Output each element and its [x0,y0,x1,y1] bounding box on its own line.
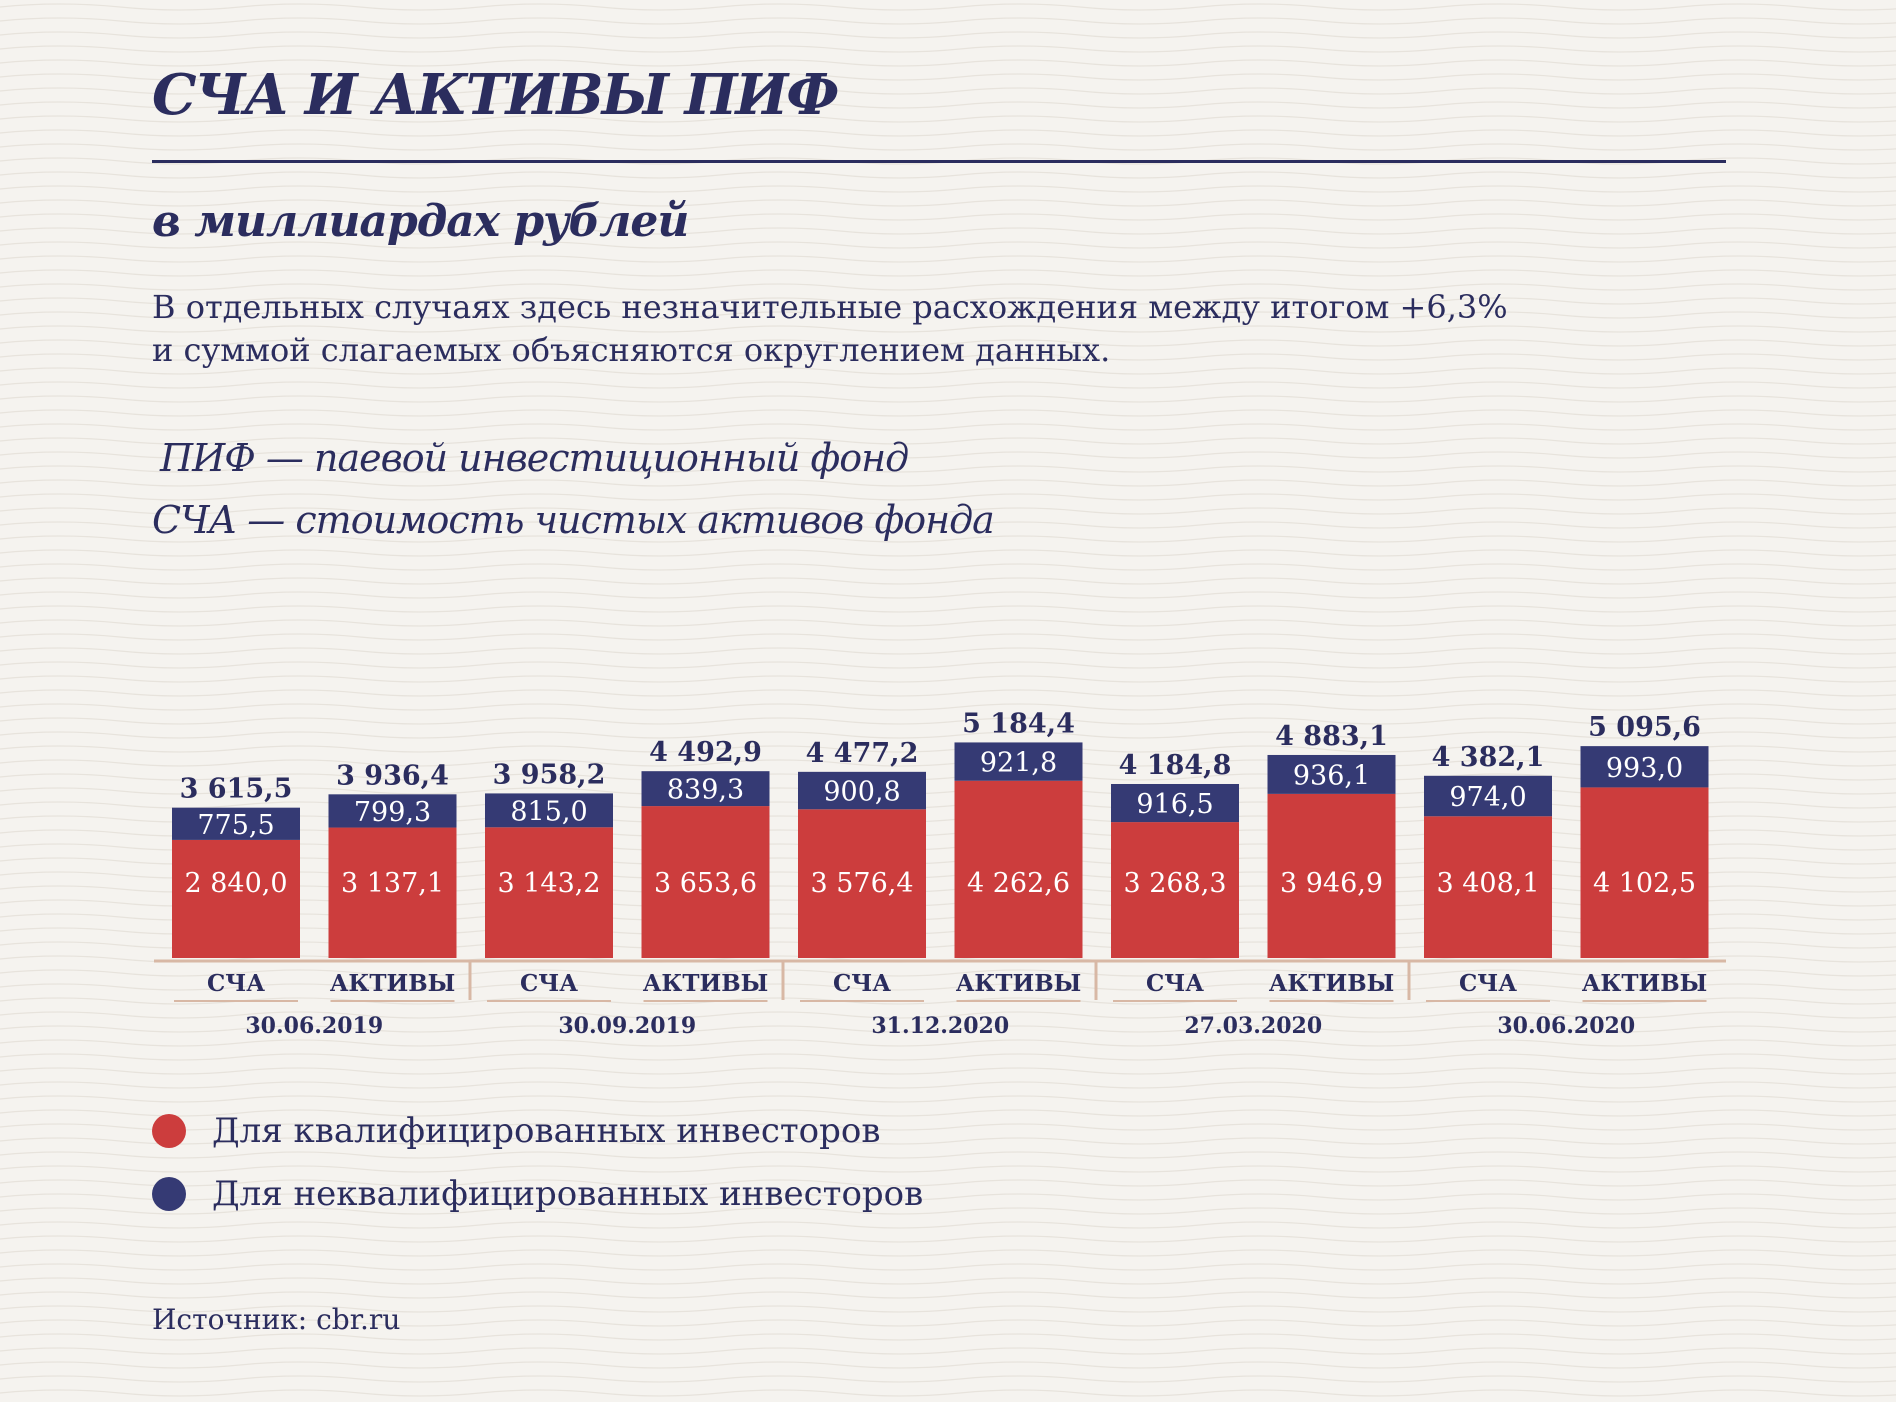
bar-segment-unqualified [954,742,1083,781]
rounding-note-line-1: В отдельных случаях здесь незначительные… [152,288,1508,326]
data-label-unqualified: 815,0 [510,796,587,827]
data-label-qualified: 4 102,5 [1593,868,1696,899]
x-tick-label: СЧА [1459,970,1517,997]
bar-segment-qualified [328,827,457,958]
x-tick-label: АКТИВЫ [330,970,456,997]
bar-segment-unqualified [1580,746,1709,788]
x-tick-label: СЧА [520,970,578,997]
data-label-unqualified: 974,0 [1449,782,1526,813]
x-tick-label: АКТИВЫ [643,970,769,997]
x-tick-label: АКТИВЫ [1582,970,1708,997]
data-label-unqualified: 839,3 [667,775,744,806]
data-label-unqualified: 799,3 [354,797,431,828]
legend-label-unqualified: Для неквалифицированных инвесторов [212,1174,924,1214]
data-label-unqualified: 936,1 [1293,760,1370,791]
definition-scha: СЧА — стоимость чистых активов фонда [152,498,995,542]
bar-segment-unqualified [1111,783,1239,823]
bar-segment-qualified [172,839,300,958]
bar-segment-unqualified [1424,775,1552,817]
bar-segment-unqualified [641,771,770,807]
group-date-label: 30.09.2019 [558,1013,696,1039]
bar-segment-qualified [1424,816,1552,958]
bar-segment-qualified [485,827,613,958]
rounding-note-line-2: и суммой слагаемых объясняются округлени… [152,331,1111,369]
group-date-label: 31.12.2020 [871,1013,1009,1039]
source-note: Источник: cbr.ru [152,1303,401,1336]
data-label-total: 4 184,8 [1119,750,1232,781]
x-tick-label: СЧА [207,970,265,997]
data-label-qualified: 3 946,9 [1280,868,1383,899]
data-label-total: 5 095,6 [1588,712,1701,743]
data-label-unqualified: 900,8 [823,777,900,808]
data-label-qualified: 3 268,3 [1123,868,1226,899]
legend-dot-unqualified [152,1177,186,1211]
rounding-note: В отдельных случаях здесь незначительные… [152,286,1508,372]
definition-pif: ПИФ — паевой инвестиционный фонд [160,436,909,480]
data-label-unqualified: 921,8 [980,748,1057,779]
data-label-qualified: 3 143,2 [497,868,600,899]
data-label-total: 3 615,5 [180,774,293,805]
bar-segment-qualified [954,780,1083,958]
x-tick-label: АКТИВЫ [956,970,1082,997]
data-label-qualified: 3 653,6 [654,868,757,899]
bar-segment-unqualified [1267,754,1396,794]
data-label-total: 4 492,9 [649,737,762,768]
bar-segment-unqualified [328,794,457,828]
data-label-total: 4 477,2 [806,738,919,769]
x-tick-label: СЧА [1146,970,1204,997]
data-label-total: 5 184,4 [962,708,1075,739]
data-label-unqualified: 993,0 [1606,753,1683,784]
bar-segment-unqualified [172,807,300,840]
data-label-qualified: 2 840,0 [184,868,287,899]
group-date-label: 30.06.2020 [1497,1013,1635,1039]
data-label-unqualified: 775,5 [197,810,274,841]
group-date-label: 27.03.2020 [1184,1013,1322,1039]
data-label-unqualified: 916,5 [1136,789,1213,820]
data-label-qualified: 4 262,6 [967,868,1070,899]
x-tick-label: АКТИВЫ [1269,970,1395,997]
x-tick-label: СЧА [833,970,891,997]
bar-segment-qualified [1267,793,1396,958]
legend-dot-qualified [152,1114,186,1148]
data-label-total: 3 958,2 [493,759,606,790]
bar-segment-qualified [641,806,770,958]
bar-segment-qualified [798,809,926,958]
bar-segment-unqualified [798,771,926,810]
data-label-total: 4 382,1 [1432,742,1545,773]
data-label-qualified: 3 408,1 [1436,868,1539,899]
legend-item-unqualified: Для неквалифицированных инвесторов [152,1174,923,1214]
page-subtitle: в миллиардах рублей [152,196,689,247]
group-date-label: 30.06.2019 [245,1013,383,1039]
legend-label-qualified: Для квалифицированных инвесторов [212,1111,881,1151]
data-label-total: 3 936,4 [336,760,449,791]
bar-segment-qualified [1580,787,1709,958]
legend-item-qualified: Для квалифицированных инвесторов [152,1111,881,1151]
data-label-total: 4 883,1 [1275,721,1388,752]
bar-segment-unqualified [485,793,613,828]
data-label-qualified: 3 576,4 [810,868,913,899]
title-divider [152,160,1726,163]
page-title: СЧА И АКТИВЫ ПИФ [152,62,839,128]
bar-segment-qualified [1111,822,1239,958]
data-label-qualified: 3 137,1 [341,868,444,899]
